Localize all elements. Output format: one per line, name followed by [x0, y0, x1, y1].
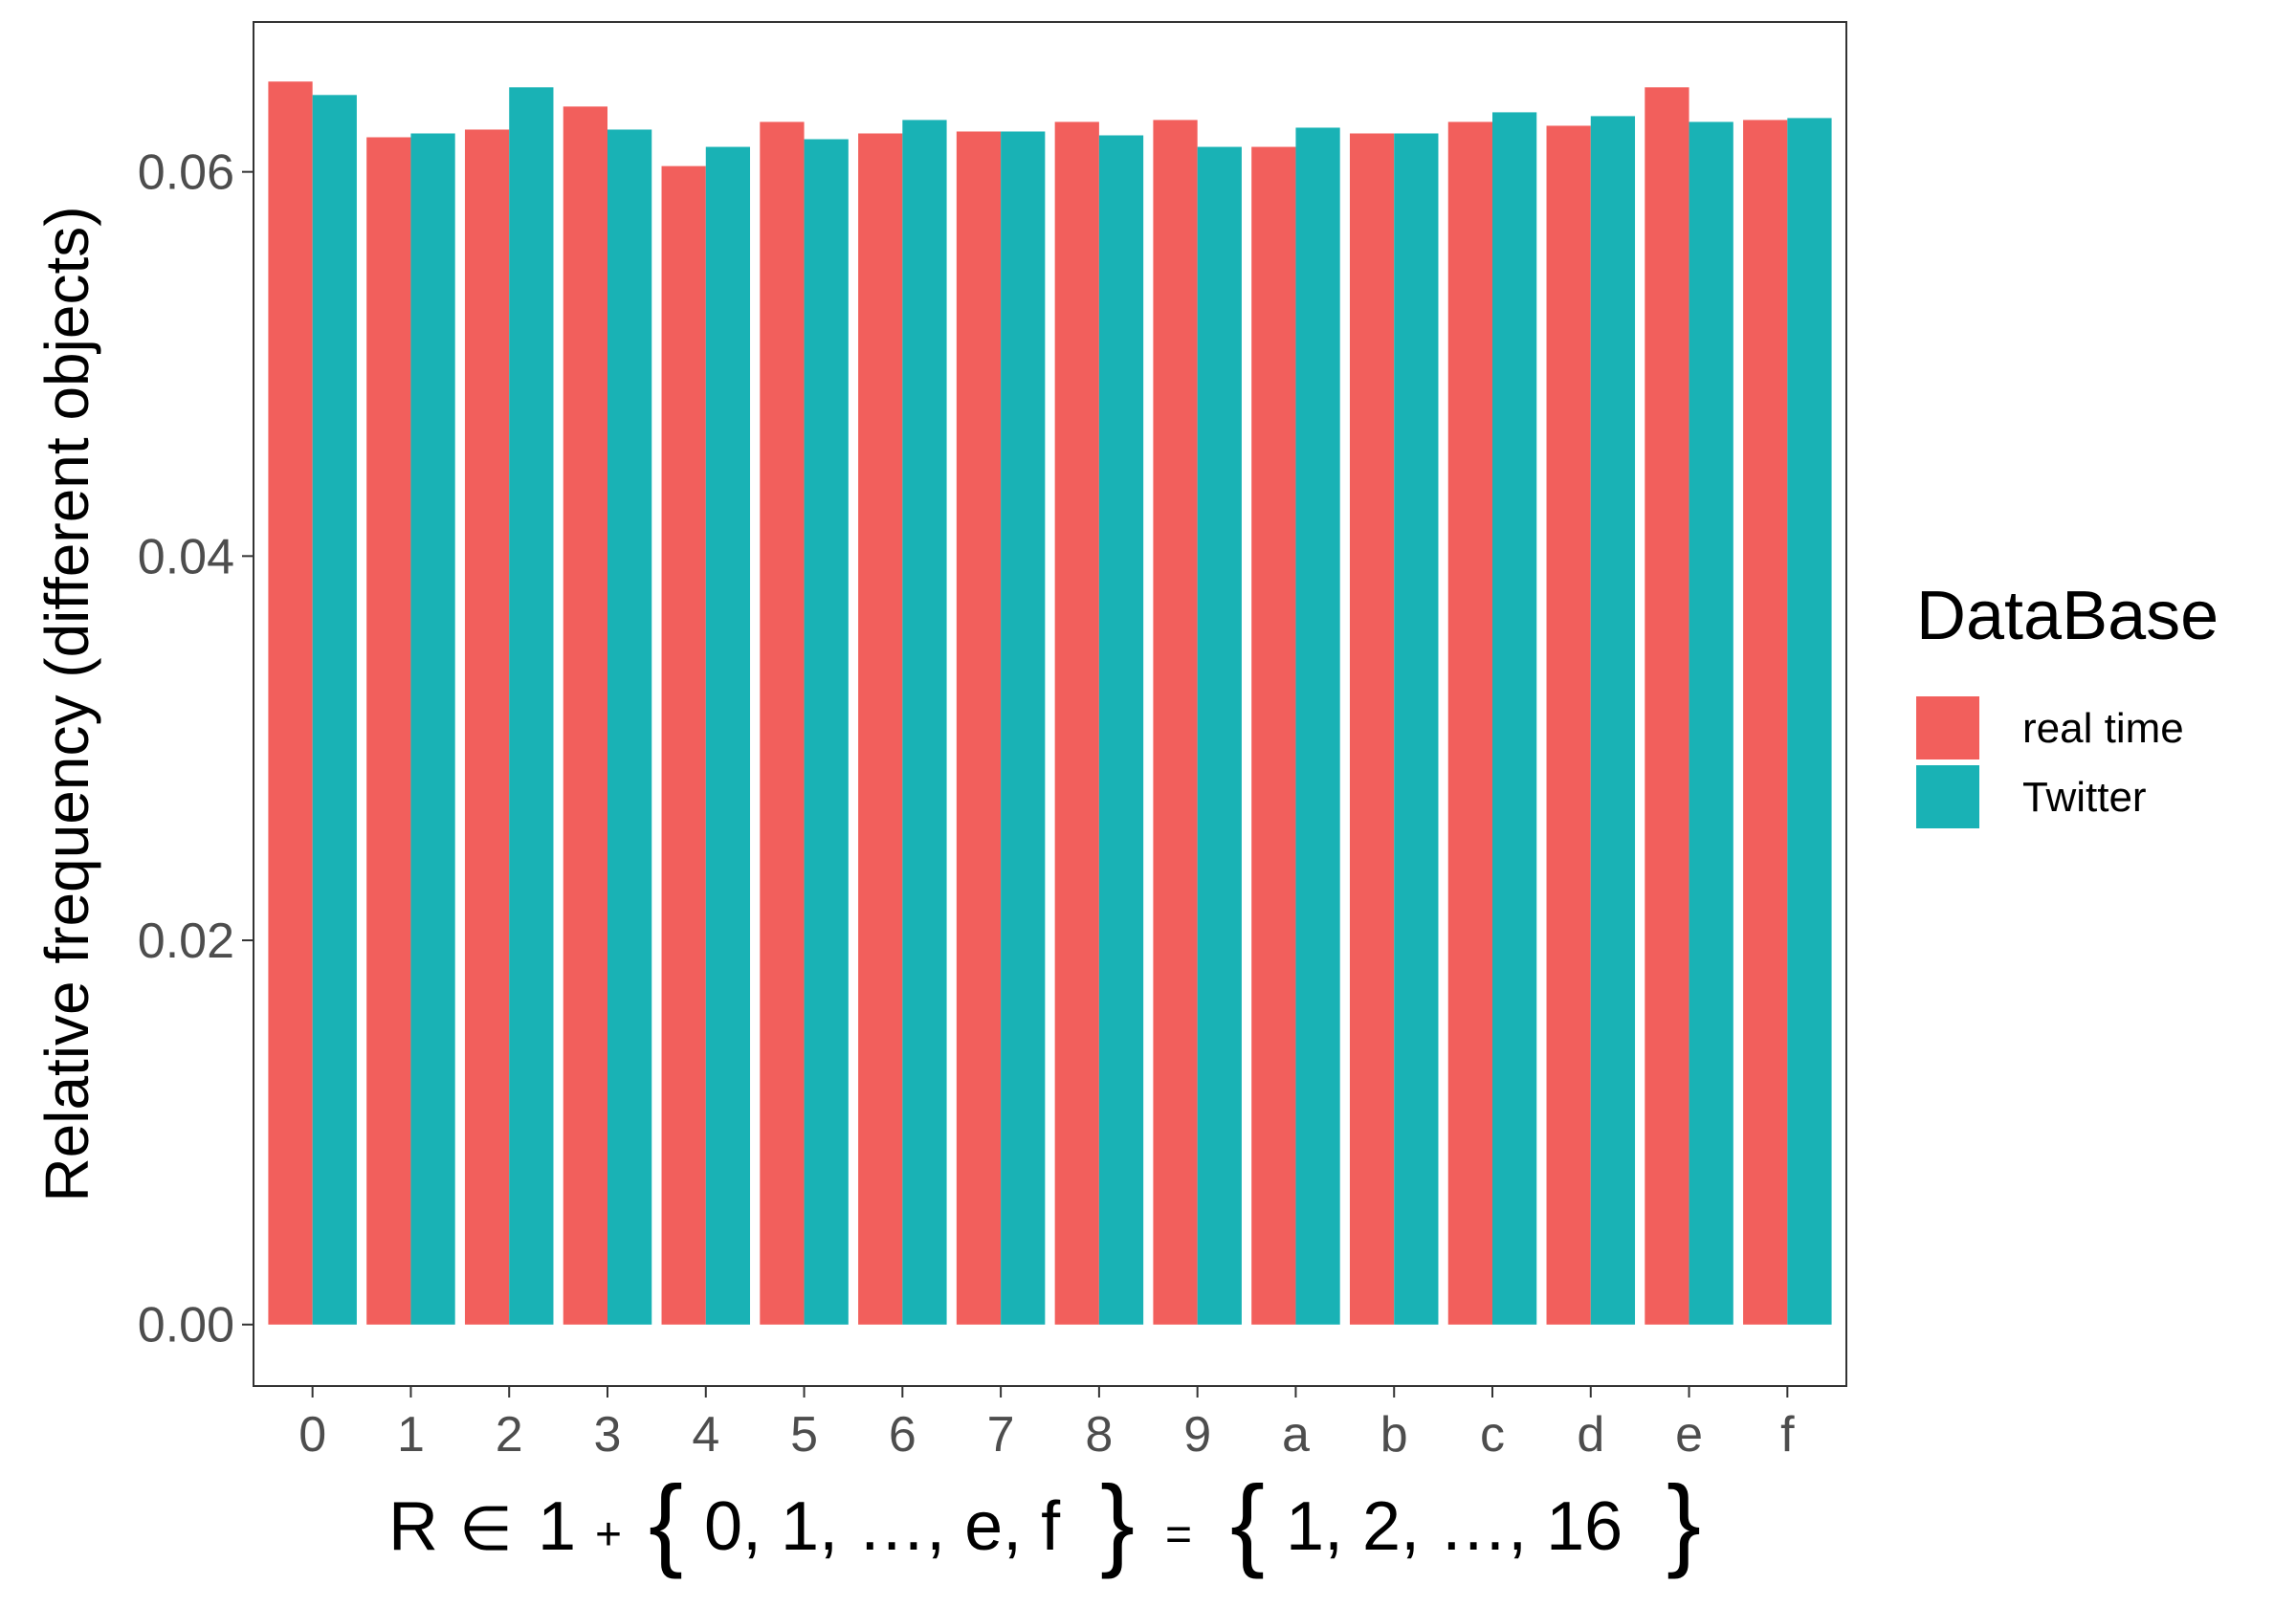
x-axis-title-brace-open-a: {: [649, 1464, 683, 1579]
x-tick-label: 5: [790, 1407, 818, 1463]
x-tick-label: 0: [298, 1407, 326, 1463]
bar-twitter-f: [1787, 118, 1832, 1325]
x-tick-label: 4: [692, 1407, 719, 1463]
x-axis-title-r: R: [388, 1488, 438, 1565]
bar-real-time-7: [956, 131, 1002, 1325]
legend-key-real-time: [1916, 696, 1979, 759]
bar-twitter-7: [1001, 131, 1046, 1325]
x-tick-label: d: [1577, 1407, 1604, 1463]
bar-real-time-4: [661, 165, 706, 1325]
x-tick-label: 2: [496, 1407, 523, 1463]
bar-twitter-a: [1295, 127, 1340, 1325]
bar-twitter-1: [410, 133, 455, 1325]
x-axis-title-set-b: 1, 2, …, 16: [1286, 1488, 1623, 1565]
x-axis-title-in-symbol: ∈: [459, 1494, 513, 1563]
x-axis-title-one: 1: [538, 1488, 576, 1565]
x-tick-label: e: [1675, 1407, 1703, 1463]
x-axis-title-brace-close-a: }: [1100, 1464, 1135, 1579]
x-tick-label: 1: [397, 1407, 425, 1463]
bar-twitter-3: [607, 129, 652, 1325]
bar-real-time-3: [563, 106, 607, 1325]
bar-real-time-9: [1153, 120, 1198, 1325]
y-axis-title: Relative frequency (different objects): [33, 206, 101, 1201]
bar-twitter-6: [902, 120, 947, 1325]
bars-layer: [268, 81, 1832, 1325]
bar-twitter-9: [1197, 146, 1242, 1325]
x-tick-label: 8: [1085, 1407, 1113, 1463]
x-axis-title-equals: =: [1165, 1509, 1192, 1560]
x-axis-title-brace-open-b: {: [1230, 1464, 1265, 1579]
x-axis: 0 1 2 3 4 5 6 7 8 9 a b c d e f: [298, 1386, 1795, 1463]
bar-twitter-8: [1098, 135, 1144, 1325]
bar-real-time-d: [1546, 125, 1591, 1325]
bar-real-time-2: [464, 129, 510, 1325]
bar-twitter-2: [509, 87, 554, 1325]
bar-real-time-8: [1054, 121, 1099, 1325]
y-tick-label: 0.00: [138, 1298, 234, 1354]
y-tick-label: 0.06: [138, 145, 234, 201]
x-tick-label: 3: [594, 1407, 622, 1463]
bar-twitter-4: [705, 146, 751, 1325]
x-axis-title: R ∈ 1 + { 0, 1, …, e, f } = { 1, 2, …, 1…: [388, 1464, 1701, 1579]
legend: DataBase real time Twitter: [1916, 578, 2219, 828]
bar-real-time-a: [1251, 146, 1296, 1325]
y-tick-label: 0.02: [138, 914, 234, 969]
bar-real-time-e: [1645, 87, 1689, 1325]
x-tick-label: f: [1780, 1407, 1795, 1463]
y-tick-label: 0.04: [138, 529, 234, 584]
bar-real-time-b: [1349, 133, 1395, 1325]
bar-real-time-1: [366, 137, 411, 1325]
legend-label-twitter: Twitter: [2022, 774, 2147, 821]
legend-key-twitter: [1916, 765, 1979, 828]
y-axis: 0.00 0.02 0.04 0.06: [138, 145, 254, 1354]
x-axis-title-plus: +: [595, 1509, 622, 1560]
bar-real-time-0: [268, 81, 313, 1325]
x-tick-label: 7: [987, 1407, 1015, 1463]
x-axis-title-set-a: 0, 1, …, e, f: [704, 1488, 1061, 1565]
bar-twitter-b: [1394, 133, 1439, 1325]
bar-twitter-5: [804, 139, 849, 1325]
bar-real-time-5: [760, 121, 805, 1325]
x-tick-label: 9: [1183, 1407, 1211, 1463]
legend-label-real-time: real time: [2022, 705, 2184, 752]
legend-title: DataBase: [1916, 578, 2219, 654]
bar-twitter-d: [1590, 116, 1636, 1325]
bar-real-time-f: [1743, 120, 1788, 1325]
x-tick-label: c: [1480, 1407, 1505, 1463]
bar-twitter-c: [1492, 112, 1537, 1325]
bar-real-time-c: [1447, 121, 1492, 1325]
x-axis-title-brace-close-b: }: [1667, 1464, 1701, 1579]
bar-twitter-0: [312, 95, 357, 1325]
x-tick-label: 6: [889, 1407, 916, 1463]
bar-twitter-e: [1689, 121, 1733, 1325]
x-tick-label: a: [1282, 1407, 1310, 1463]
bar-real-time-6: [858, 133, 903, 1325]
x-tick-label: b: [1380, 1407, 1408, 1463]
